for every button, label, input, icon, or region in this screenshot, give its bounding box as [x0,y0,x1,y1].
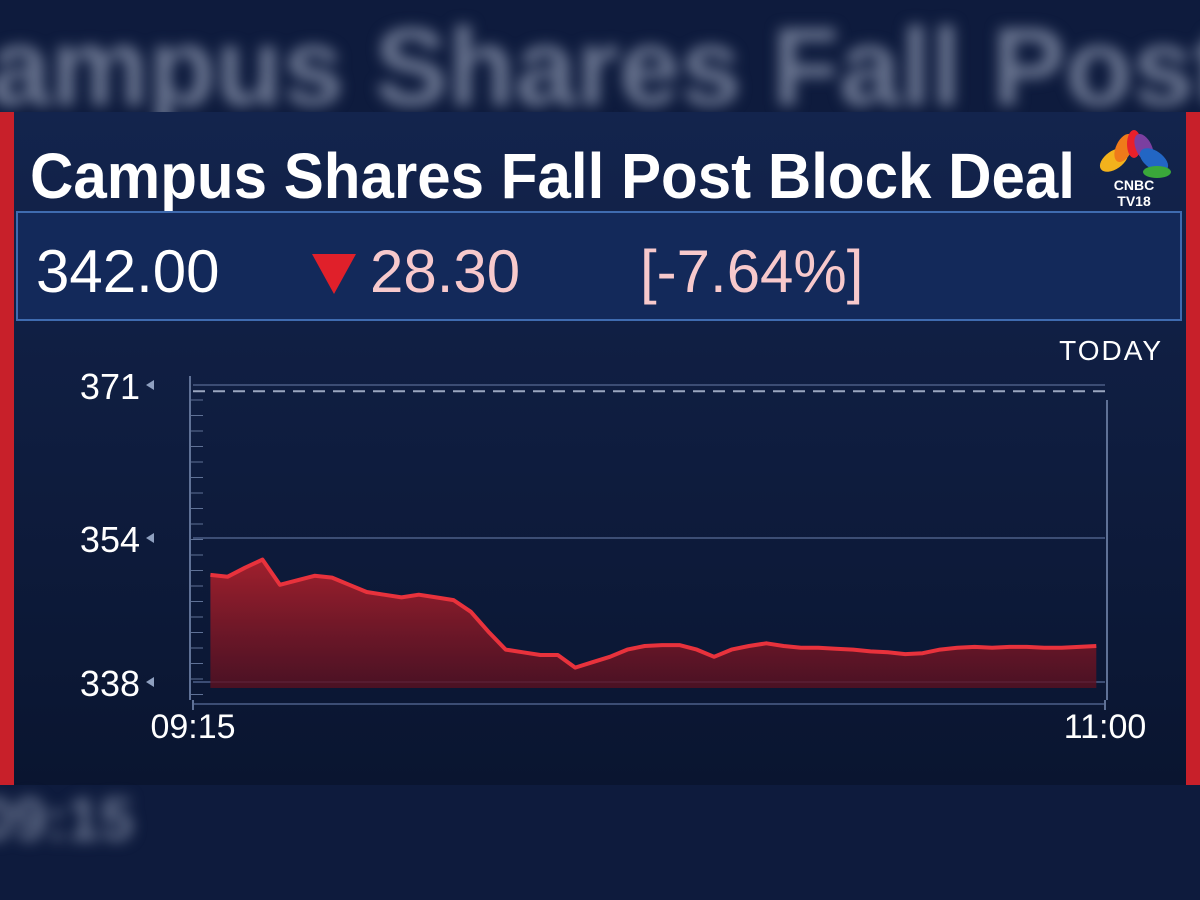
logo-text: TV18 [1117,193,1151,209]
y-tick-pointer [146,380,154,390]
side-bar [0,112,14,785]
x-tick-label: 09:15 [150,708,235,746]
side-bar [1186,112,1200,785]
x-tick-label: 11:00 [1064,708,1147,746]
logo-feather [1139,148,1169,172]
change: 28.30 [370,238,520,305]
y-tick-label: 338 [80,663,140,704]
area [210,559,1097,688]
period: TODAY [1059,335,1163,366]
y-tick-pointer [146,677,154,687]
blurred-time: 09:15 [0,786,133,853]
logo-feather [1143,166,1171,178]
price: 342.00 [36,238,220,305]
quote-bar [16,211,1182,321]
y-tick-pointer [146,533,154,543]
title: Campus Shares Fall Post Block Deal [30,140,1075,212]
logo-text: CNBC [1114,177,1154,193]
y-tick-label: 354 [80,519,140,560]
blur-band [0,785,1200,900]
change-percent: [-7.64%] [640,238,863,305]
blurred-title: Campus Shares Fall Post Block Deal [0,6,1200,129]
down-arrow [312,254,356,294]
logo: CNBC TV18 [1099,130,1171,209]
line [210,557,1097,670]
blur-band [0,0,1200,112]
y-tick-label: 371 [80,366,140,407]
plot: 338 354 371 09:15 11:00 [80,366,1146,746]
